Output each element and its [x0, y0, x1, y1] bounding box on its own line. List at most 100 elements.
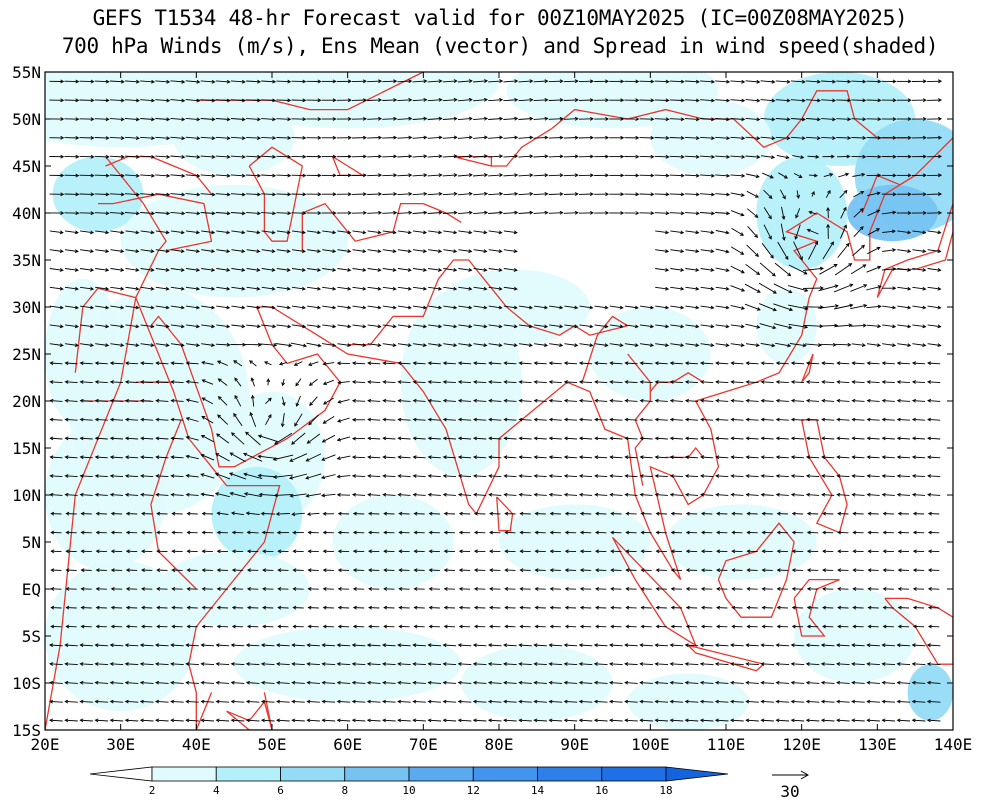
wind-vector-head [640, 549, 645, 554]
wind-vector [866, 398, 880, 403]
wind-vector-shaft [457, 155, 472, 158]
wind-vector-head [911, 417, 916, 422]
wind-vector [351, 98, 367, 102]
wind-vector [352, 568, 365, 573]
wind-vector-head [49, 361, 54, 366]
wind-vector-shaft [790, 136, 805, 139]
wind-vector-shaft [700, 437, 714, 440]
wind-vector-head [94, 492, 99, 497]
wind-vector-shaft [276, 268, 290, 271]
wind-vector [760, 79, 776, 84]
wind-vector [49, 436, 63, 441]
wind-vector [715, 492, 729, 497]
wind-vector-shaft [246, 286, 260, 290]
wind-vector-head [922, 230, 927, 235]
wind-vector-shaft [367, 212, 382, 214]
wind-vector-head [563, 417, 568, 422]
wind-vector-head [150, 324, 155, 329]
wind-vector-head [181, 117, 186, 122]
wind-vector-shaft [428, 230, 442, 234]
wind-vector-shaft [94, 137, 109, 139]
wind-vector [200, 173, 216, 178]
wind-vector-head [680, 79, 685, 84]
wind-vector-head [226, 117, 231, 122]
wind-vector-shaft [731, 437, 744, 440]
wind-vector [822, 530, 834, 535]
wind-vector [80, 286, 95, 291]
wind-vector-head [241, 192, 246, 197]
wind-vector-head [504, 511, 509, 516]
wind-vector [533, 79, 549, 84]
wind-vector-head [309, 402, 313, 407]
wind-vector [397, 343, 412, 348]
wind-vector-head [442, 380, 447, 384]
wind-vector [716, 549, 728, 554]
wind-vector-head [790, 455, 795, 460]
wind-vector-shaft [897, 456, 910, 459]
wind-vector-shaft [700, 324, 714, 328]
wind-vector-head [639, 380, 644, 384]
wind-vector-head [784, 255, 789, 261]
wind-vector-shaft [730, 192, 745, 196]
wind-vector-head [302, 343, 308, 348]
wind-vector-shaft [533, 118, 548, 120]
wind-vector-shaft [776, 400, 789, 402]
wind-vector-head [383, 530, 388, 535]
wind-vector [927, 474, 941, 478]
wind-vector-shaft [685, 494, 699, 496]
wind-vector-shaft [834, 304, 853, 310]
wind-vector [49, 98, 65, 103]
wind-vector-head [241, 268, 246, 272]
wind-vector [488, 305, 503, 310]
wind-vector [185, 398, 199, 403]
wind-vector [625, 568, 637, 573]
wind-vector [503, 191, 519, 196]
wind-vector-shaft [534, 343, 548, 346]
wind-vector [367, 286, 382, 291]
wind-vector-head [241, 324, 246, 329]
wind-vector-head [548, 398, 553, 403]
wind-vector-head [484, 154, 489, 159]
wind-vector-shaft [141, 437, 154, 440]
wind-vector-head [95, 549, 100, 554]
wind-vector-head [289, 493, 294, 498]
wind-vector [367, 361, 381, 366]
wind-vector [186, 605, 198, 610]
wind-vector [231, 530, 244, 535]
wind-vector-head [665, 324, 670, 329]
wind-vector [368, 605, 380, 610]
wind-vector [140, 417, 154, 422]
wind-vector-head [484, 191, 489, 196]
wind-vector-shaft [473, 456, 487, 459]
wind-vector-head [392, 286, 397, 291]
wind-vector-head [726, 136, 731, 141]
wind-vector-shaft [125, 381, 139, 384]
wind-vector-head [650, 79, 655, 84]
wind-vector-head [307, 549, 312, 554]
wind-vector-shaft [670, 494, 683, 496]
wind-vector [639, 343, 655, 348]
wind-vector [609, 211, 625, 215]
wind-vector [321, 474, 336, 480]
wind-vector-shaft [640, 381, 653, 384]
wind-vector [397, 436, 411, 441]
wind-vector [306, 173, 322, 178]
wind-vector [351, 154, 367, 159]
wind-vector-shaft [579, 456, 593, 459]
wind-vector [534, 511, 546, 516]
wind-vector [155, 192, 171, 197]
wind-vector-head [927, 474, 932, 478]
wind-vector-shaft [428, 400, 441, 402]
wind-vector [214, 472, 231, 480]
wind-vector [458, 268, 473, 272]
wind-vector-shaft [49, 286, 63, 290]
wind-vector-head [392, 249, 397, 254]
wind-vector [276, 136, 292, 140]
wind-vector-shaft [185, 155, 200, 158]
wind-vector-head [473, 530, 478, 535]
wind-vector-head [907, 98, 912, 103]
wind-vector-shaft [881, 211, 896, 215]
wind-vector-head [484, 79, 489, 83]
wind-vector-shaft [109, 99, 124, 102]
wind-vector-head [427, 474, 432, 478]
